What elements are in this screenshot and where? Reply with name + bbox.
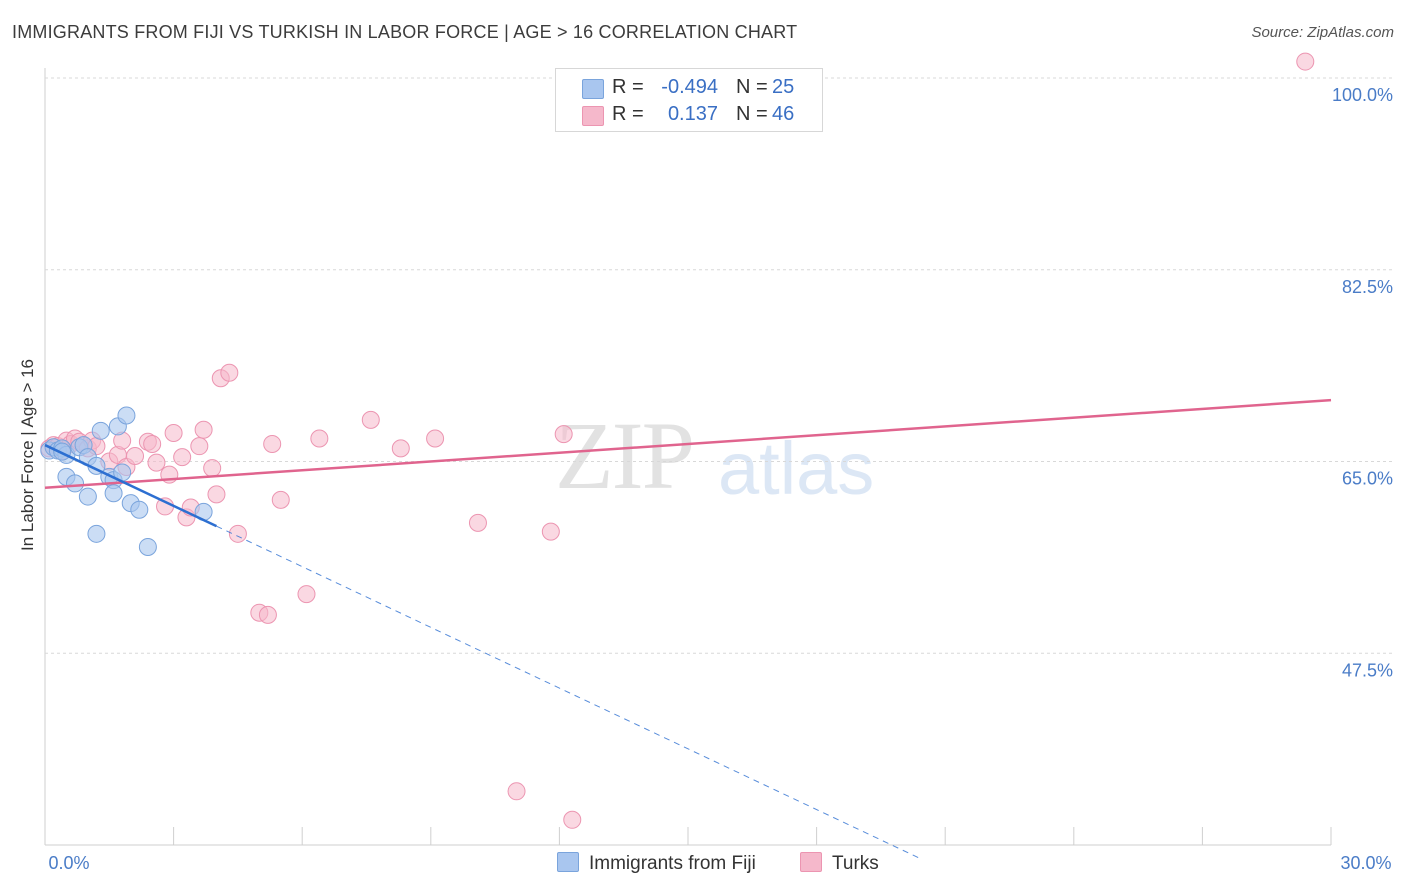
turks-point [426,429,445,448]
fiji-trend-line [44,443,218,528]
turks-point [190,437,209,456]
turks-point [468,513,487,532]
turks-point [207,485,226,504]
y-tick-label: 82.5% [1342,277,1393,297]
turks-point [263,434,282,453]
fiji-point [66,474,85,493]
legend-n-value: 46 [772,103,795,125]
legend-n-label: N = [736,76,768,98]
legend-r-label: R = [612,103,644,125]
legend-label-turks: Turks [832,853,879,874]
correlation-legend: R = -0.494 N = 25 R = 0.137 N = 46 [555,68,823,132]
fiji-point [138,537,157,556]
turks-point [164,424,183,443]
turks-point [194,420,213,439]
legend-swatch-fiji [582,79,604,99]
legend-item-fiji[interactable]: Immigrants from Fiji [557,852,756,875]
legend-row-fiji: R = -0.494 N = 25 [556,74,822,102]
turks-point [554,425,573,444]
turks-point [1296,52,1315,71]
turks-point [220,363,239,382]
y-tick-label: 65.0% [1342,469,1393,489]
legend-row-turks: R = 0.137 N = 46 [556,101,822,129]
legend-label-fiji: Immigrants from Fiji [589,853,756,874]
turks-point [391,439,410,458]
legend-n-label: N = [736,103,768,125]
turks-point [563,810,582,829]
turks-point [203,459,222,478]
fiji-trend-extension [216,525,920,859]
legend-item-turks[interactable]: Turks [800,852,879,875]
turks-point [297,585,316,604]
fiji-point [87,524,106,543]
chart-title: IMMIGRANTS FROM FIJI VS TURKISH IN LABOR… [12,22,798,42]
legend-swatch-turks [800,852,822,872]
fiji-point [104,484,123,503]
turks-point [228,524,247,543]
turks-point [258,605,277,624]
y-tick-label: 47.5% [1342,660,1393,680]
turks-point [310,429,329,448]
turks-trend-line [44,398,1332,490]
turks-point [361,410,380,429]
y-tick-label: 100.0% [1332,85,1393,105]
legend-n-value: 25 [772,76,795,98]
turks-point [507,782,526,801]
legend-r-value: 0.137 [667,103,718,125]
turks-point [143,434,162,453]
legend-r-label: R = [612,76,644,98]
legend-swatch-fiji [557,852,579,872]
x-tick-label: 0.0% [48,853,89,873]
turks-point [126,447,145,466]
fiji-point [91,421,110,440]
turks-point [271,490,290,509]
legend-r-value: -0.494 [661,76,718,98]
watermark-zip: ZIP [555,402,695,509]
turks-point [173,448,192,467]
fiji-point [117,406,136,425]
fiji-point [130,500,149,519]
fiji-point [78,487,97,506]
turks-point [147,453,166,472]
x-tick-label: 30.0% [1340,853,1391,873]
legend-swatch-turks [582,106,604,126]
turks-point [541,522,560,541]
source-label: Source: ZipAtlas.com [1251,24,1394,41]
